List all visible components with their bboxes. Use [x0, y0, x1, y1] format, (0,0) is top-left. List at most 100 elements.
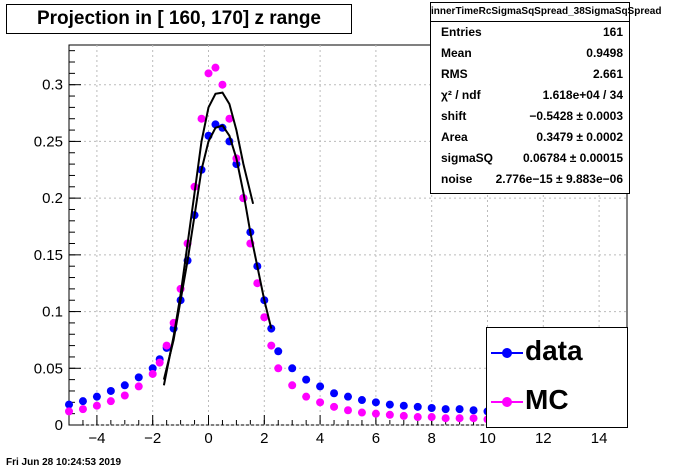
y-tick-label: 0.2 [42, 190, 63, 207]
stats-key: Entries [441, 25, 482, 39]
data-point-mc [260, 313, 269, 322]
legend-marker-mc-icon [491, 397, 523, 407]
legend: data MC [486, 327, 628, 428]
data-point-mc [441, 414, 450, 423]
stats-key: shift [441, 109, 467, 123]
legend-label-mc: MC [525, 384, 569, 415]
stats-row: noise 2.776e−15 ± 9.883e−06 [431, 169, 629, 190]
stats-value: 0.9498 [586, 46, 623, 60]
stats-value: 0.06784 ± 0.00015 [522, 151, 623, 165]
stats-key: Area [441, 130, 468, 144]
data-point-data [357, 396, 366, 405]
y-tick-label: 0.3 [42, 77, 63, 94]
stats-row: Area 0.3479 ± 0.0002 [431, 127, 629, 148]
stats-value: 161 [602, 25, 623, 39]
data-point-mc [413, 413, 422, 422]
data-point-mc [65, 407, 73, 416]
data-point-mc [330, 402, 339, 411]
data-point-mc [120, 391, 129, 400]
data-point-mc [106, 397, 115, 406]
x-tick-label: 0 [204, 430, 212, 447]
stats-key: sigmaSQ [441, 151, 494, 165]
y-tick-label: 0 [55, 417, 63, 434]
x-tick-label: 2 [260, 430, 268, 447]
stats-row: sigmaSQ 0.06784 ± 0.00015 [431, 148, 629, 169]
data-point-data [330, 389, 339, 398]
data-point-mc [316, 398, 325, 407]
stats-key: RMS [441, 67, 468, 81]
data-point-mc [267, 341, 276, 350]
y-tick-label: 0.25 [34, 133, 63, 150]
timestamp-footer: Fri Jun 28 10:24:53 2019 [6, 457, 122, 468]
data-point-data [455, 405, 464, 414]
stats-row: shift −0.5428 ± 0.0003 [431, 106, 629, 127]
data-point-mc [274, 364, 283, 373]
data-point-data [371, 398, 380, 407]
stats-box: innerTimeRcSigmaSqSpread_38SigmaSqSpread… [430, 2, 661, 194]
data-point-mc [427, 413, 436, 422]
x-tick-label: −2 [144, 430, 161, 447]
fit-curve [162, 124, 273, 380]
stats-key: Mean [441, 46, 472, 60]
data-point-mc [225, 114, 234, 123]
data-point-data [106, 386, 115, 395]
data-point-data [120, 381, 129, 390]
data-point-mc [399, 411, 408, 420]
data-point-data [399, 401, 408, 410]
data-point-data [344, 392, 352, 401]
legend-item-data: data [487, 328, 627, 377]
stats-row: Mean 0.9498 [431, 43, 629, 64]
data-point-mc [357, 408, 366, 417]
data-point-mc [288, 381, 297, 390]
x-tick-label: 14 [591, 430, 608, 447]
data-point-data [288, 364, 297, 373]
data-point-mc [218, 80, 227, 89]
x-tick-label: 8 [428, 430, 436, 447]
data-point-data [78, 397, 87, 406]
data-point-mc [253, 279, 262, 288]
stats-value: 2.776e−15 ± 9.883e−06 [495, 172, 623, 186]
data-point-data [148, 364, 157, 373]
data-point-mc [211, 63, 220, 72]
stats-row: RMS 2.661 [431, 64, 629, 85]
stats-value: 0.3479 ± 0.0002 [536, 130, 623, 144]
x-tick-label: 10 [479, 430, 496, 447]
data-point-mc [162, 341, 171, 350]
data-point-mc [148, 369, 157, 378]
data-point-mc [344, 406, 352, 415]
data-point-data [469, 406, 478, 415]
data-point-data [413, 402, 422, 411]
data-point-mc [455, 414, 464, 423]
legend-item-mc: MC [487, 377, 627, 426]
data-point-mc [155, 358, 164, 367]
stats-key: χ² / ndf [441, 88, 481, 102]
x-tick-label: 12 [535, 430, 552, 447]
data-point-mc [197, 114, 206, 123]
data-point-mc [92, 401, 101, 410]
data-point-mc [385, 410, 394, 419]
y-tick-label: 0.15 [34, 247, 63, 264]
x-tick-label: 6 [372, 430, 380, 447]
data-point-data [316, 382, 325, 391]
data-point-mc [204, 69, 213, 78]
stats-value: −0.5428 ± 0.0003 [529, 109, 623, 123]
legend-label-data: data [525, 335, 583, 366]
data-point-data [441, 405, 450, 414]
data-point-data [302, 375, 311, 384]
stats-row: Entries 161 [431, 22, 629, 43]
legend-marker-data-icon [491, 348, 523, 358]
stats-key: noise [441, 172, 473, 186]
data-point-data [274, 347, 283, 356]
data-point-data [134, 373, 143, 382]
stats-value: 1.618e+04 / 34 [542, 88, 623, 102]
data-point-mc [302, 392, 311, 401]
x-tick-label: −4 [88, 430, 105, 447]
stats-value: 2.661 [592, 67, 623, 81]
data-point-data [427, 403, 436, 412]
data-point-data [65, 400, 73, 409]
data-point-mc [371, 409, 380, 418]
data-point-data [385, 400, 394, 409]
data-point-data [92, 392, 101, 401]
x-tick-label: 4 [316, 430, 324, 447]
data-point-mc [469, 414, 478, 423]
